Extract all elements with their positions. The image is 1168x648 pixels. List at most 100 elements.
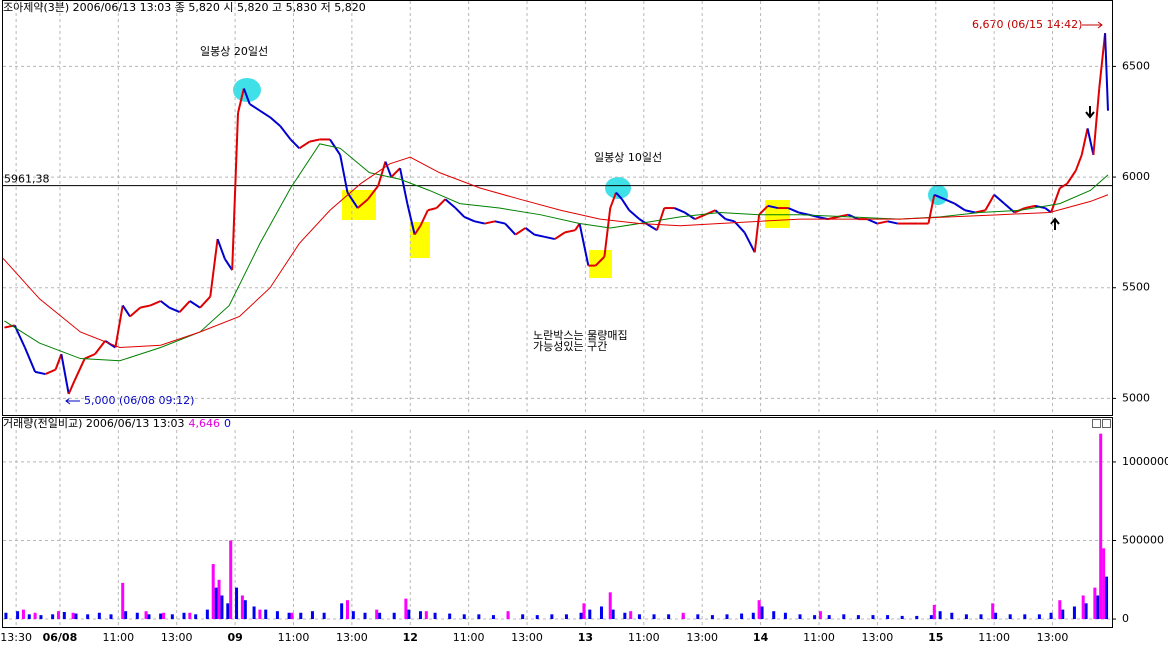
volume-bar	[433, 612, 437, 620]
x-tick-label: 12	[403, 631, 418, 644]
volume-bar	[135, 612, 139, 620]
volume-bar	[86, 614, 90, 620]
price-segment	[231, 112, 240, 271]
volume-bar	[564, 614, 568, 620]
volume-bar	[994, 612, 998, 620]
price-panel	[2, 0, 1113, 416]
price-segment	[615, 191, 623, 200]
close-button[interactable]	[1102, 419, 1111, 428]
price-segment	[289, 138, 301, 149]
moving-average	[2, 156, 1109, 348]
price-segment	[944, 198, 956, 205]
volume-bar	[623, 612, 627, 620]
x-tick-label: 13:00	[511, 631, 543, 644]
price-segment	[216, 238, 226, 260]
volume-bar	[842, 614, 846, 620]
price-segment	[1074, 154, 1083, 171]
volume-bar	[39, 615, 43, 620]
price-segment	[798, 211, 809, 216]
price-segment	[150, 300, 162, 307]
volume-bar	[871, 615, 875, 620]
volume-bar	[608, 592, 612, 620]
volume-bar	[252, 606, 256, 620]
price-segment	[993, 194, 1006, 205]
volume-bar	[235, 587, 239, 620]
volume-bar	[258, 609, 262, 620]
reference-label: 5961,38	[4, 173, 50, 186]
price-segment	[787, 207, 799, 214]
volume-bar	[818, 611, 822, 620]
price-segment	[514, 227, 527, 236]
price-segment	[60, 353, 70, 395]
price-segment	[504, 222, 517, 236]
volume-bar	[240, 595, 244, 620]
accumulation-box	[410, 222, 430, 258]
price-segment	[84, 353, 96, 360]
volume-bar	[696, 614, 700, 620]
volume-panel	[2, 417, 1113, 628]
price-segment	[94, 340, 106, 355]
price-segment	[67, 380, 76, 395]
price-segment	[725, 218, 735, 223]
volume-bar	[4, 612, 8, 620]
price-segment	[1098, 33, 1107, 89]
price-segment	[603, 207, 612, 257]
price-segment	[1092, 88, 1101, 156]
x-tick-label: 13:00	[862, 631, 894, 644]
volume-bar	[124, 611, 128, 620]
min-arrow	[65, 397, 80, 405]
y-tick-label: 5500	[1122, 281, 1150, 294]
price-segment	[1024, 204, 1036, 210]
ma-touch-circle	[928, 185, 948, 205]
volume-bar	[448, 613, 452, 620]
price-segment	[609, 192, 618, 209]
price-segment	[384, 161, 393, 178]
volume-bar	[491, 615, 495, 620]
volume-bar	[33, 612, 37, 620]
price-segment	[758, 205, 769, 216]
volume-bar	[418, 611, 422, 620]
volume-bar	[229, 540, 233, 620]
price-segment	[524, 227, 535, 236]
x-tick-label: 11:00	[453, 631, 485, 644]
volume-bar	[599, 606, 603, 620]
volume-bar	[214, 587, 218, 620]
price-segment	[73, 358, 86, 382]
price-segment	[209, 238, 219, 297]
volume-bar	[900, 615, 904, 620]
y-tick-label: 1000000	[1122, 455, 1168, 468]
price-segment	[44, 368, 56, 375]
minimize-button[interactable]	[1092, 419, 1101, 428]
price-segment	[298, 140, 311, 150]
volume-bar	[243, 600, 247, 620]
annotation: 노란박스는 물량매집	[533, 329, 628, 342]
volume-bar	[1072, 606, 1076, 620]
volume-bar	[652, 614, 656, 620]
volume-bar	[725, 614, 729, 620]
price-segment	[237, 88, 245, 114]
price-segment	[484, 220, 496, 225]
price-segment	[346, 192, 359, 209]
price-segment	[474, 220, 485, 225]
price-segment	[974, 209, 986, 214]
volume-bar	[991, 603, 995, 620]
volume-bar	[217, 579, 221, 620]
x-tick-label: 13:00	[336, 631, 368, 644]
annotation: 일봉상 20일선	[200, 44, 268, 58]
price-segment	[406, 203, 416, 235]
volume-bar	[929, 615, 933, 620]
volume-bar	[1081, 595, 1085, 620]
price-segment	[269, 116, 281, 127]
volume-bar	[1093, 587, 1097, 620]
ma-touch-circle	[605, 177, 631, 199]
price-segment	[413, 225, 422, 236]
x-tick-label: 11:00	[628, 631, 660, 644]
price-segment	[877, 220, 888, 225]
price-segment	[621, 198, 631, 211]
price-segment	[1059, 182, 1068, 189]
x-tick-label: 11:00	[278, 631, 310, 644]
price-segment	[554, 231, 566, 240]
